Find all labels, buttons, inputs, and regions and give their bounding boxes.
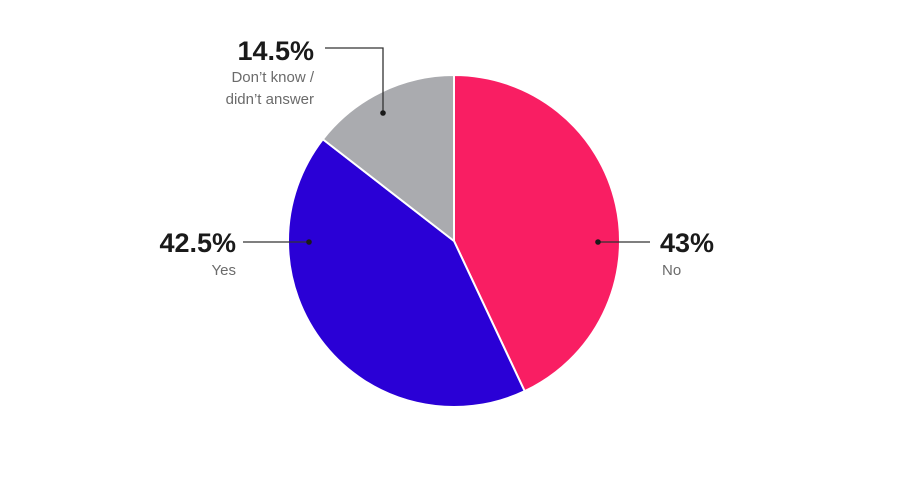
pie-slice-no (453, 74, 621, 393)
pie-annotations: 43% No 42.5% Yes 14.5% Don’t know / didn… (159, 36, 714, 279)
dontknow-category-label-line2: didn’t answer (226, 91, 314, 108)
yes-leader-dot (306, 239, 312, 245)
no-category-label: No (662, 262, 681, 279)
no-leader-dot (595, 239, 601, 245)
pie-slices (287, 74, 621, 408)
no-value-label: 43% (660, 228, 714, 258)
yes-value-label: 42.5% (159, 228, 236, 258)
yes-category-label: Yes (212, 262, 236, 279)
pie-slice-dontknow (321, 74, 455, 242)
dontknow-value-label: 14.5% (237, 36, 314, 66)
pie-slice-yes (287, 138, 526, 408)
dontknow-category-label-line1: Don’t know / (231, 69, 314, 86)
dontknow-leader-dot (380, 110, 386, 116)
dontknow-leader-line (325, 47, 384, 113)
